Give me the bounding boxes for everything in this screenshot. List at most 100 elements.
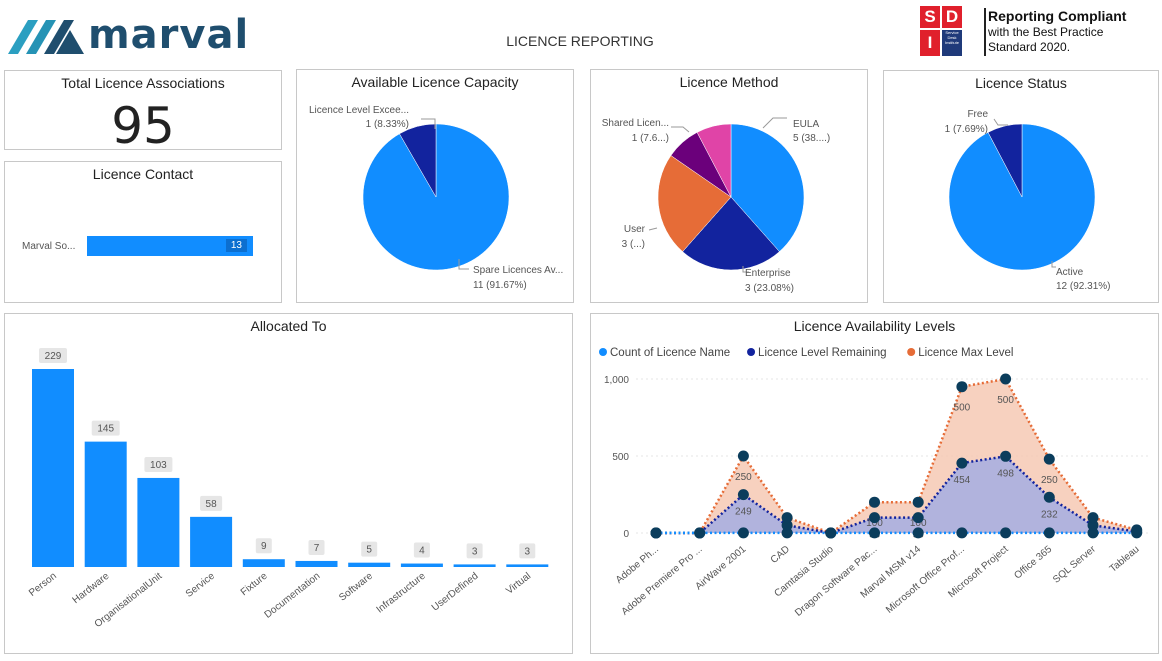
marker-s2-2[interactable] (737, 450, 749, 462)
marker-s0-6[interactable] (912, 527, 924, 539)
allocated-label-bg-7 (413, 542, 430, 558)
marker-s0-8[interactable] (1000, 527, 1012, 539)
capacity-leader-1 (421, 118, 436, 129)
method-title: Licence Method (679, 74, 779, 90)
allocated-bar-chart: 229Person145Hardware103OrganisationalUni… (27, 348, 549, 630)
contact-label: Marval So... (22, 241, 76, 252)
method-label-shared: Shared Licen... (602, 118, 669, 129)
method-label-user: User (624, 224, 646, 235)
status-leader-active (1051, 261, 1056, 268)
marker-s1-5[interactable] (869, 512, 880, 524)
sdi-letter-d: D (942, 6, 962, 28)
data-label-10: 250 (1041, 475, 1058, 486)
marker-s1-3[interactable] (781, 519, 793, 531)
marker-s1-7[interactable] (956, 457, 968, 469)
sdi-badge: S D I Service Desk Institute Reporting C… (920, 6, 1160, 58)
method-value-shared: 1 (7.6...) (632, 133, 669, 144)
allocated-label-bg-9 (519, 543, 536, 559)
capacity-label-spare: Spare Licences Av... (473, 265, 563, 276)
allocated-bar-4[interactable] (242, 559, 285, 567)
allocated-label-bg-6 (361, 541, 378, 557)
method-pie: EULA 5 (38....) Shared Licen... 1 (7.6..… (602, 117, 830, 294)
allocated-value-label-4: 9 (261, 541, 267, 552)
x-category-label-11: Tableau (1108, 544, 1142, 575)
data-label-6: 500 (954, 403, 971, 414)
allocated-card: Allocated To 229 Person 145 Hardware 103 Orga… (4, 313, 573, 654)
data-label-11: 232 (1041, 509, 1058, 520)
legend-label-1[interactable]: Licence Level Remaining (758, 347, 887, 359)
marker-s2-5[interactable] (869, 496, 880, 508)
allocated-label-bg-4 (255, 538, 272, 554)
page-title: LICENCE REPORTING (506, 33, 654, 49)
marker-s1-6[interactable] (912, 512, 924, 524)
status-slice-1[interactable] (987, 123, 1023, 198)
sdi-line-1: Reporting Compliant (988, 8, 1127, 24)
marker-s0-9[interactable] (1043, 527, 1055, 539)
line-max-level (656, 377, 1138, 535)
marker-s2-7[interactable] (956, 381, 968, 393)
marker-s1-9[interactable] (1043, 491, 1055, 503)
allocated-value-label-6: 5 (366, 545, 372, 556)
y-tick-1: 500 (612, 452, 629, 463)
marker-s2-11[interactable] (1131, 524, 1143, 536)
capacity-value-exceeded: 1 (8.33%) (366, 119, 409, 130)
sdi-letter-s: S (920, 6, 940, 28)
x-category-label-3: CAD (769, 544, 792, 566)
method-slice-1[interactable] (682, 196, 780, 271)
status-slice-0[interactable] (948, 123, 1096, 271)
legend-dot-0 (599, 348, 607, 356)
marker-s2-0[interactable] (650, 527, 662, 539)
contact-bar[interactable] (87, 236, 253, 256)
marker-s2-4[interactable] (825, 527, 837, 539)
allocated-value-label-5: 7 (314, 543, 320, 554)
marker-s1-8[interactable] (1000, 450, 1012, 462)
marval-logo: marval (8, 12, 258, 58)
sdi-small-text: Service Desk Institute (942, 30, 962, 56)
legend-label-2[interactable]: Licence Max Level (918, 347, 1013, 359)
method-value-eula: 5 (38....) (793, 133, 830, 144)
data-label-7: 454 (954, 475, 971, 486)
allocated-bar-3[interactable] (190, 516, 233, 567)
status-pie: Free 1 (7.69%) Active 12 (92.31%) (945, 109, 1111, 292)
marker-s2-1[interactable] (694, 527, 706, 539)
allocated-bar-0[interactable] (32, 369, 74, 567)
marker-s2-3[interactable] (781, 512, 793, 524)
allocated-label-bg-0 (39, 348, 67, 363)
marker-s0-5[interactable] (869, 527, 880, 539)
allocated-bar-9[interactable] (506, 564, 549, 567)
allocated-category-label-1: Hardware (71, 570, 112, 606)
allocated-bar-8[interactable] (453, 564, 496, 567)
marker-s0-10[interactable] (1087, 527, 1099, 539)
capacity-slice-1[interactable] (399, 123, 437, 198)
marker-s2-9[interactable] (1043, 453, 1055, 465)
allocated-bar-1[interactable] (84, 441, 127, 567)
method-slice-2[interactable] (657, 155, 732, 252)
allocated-bar-6[interactable] (348, 562, 391, 567)
capacity-leader-2 (458, 259, 469, 270)
x-category-label-10: SQL Server (1051, 543, 1098, 585)
marker-s2-6[interactable] (912, 496, 924, 508)
data-label-4: 100 (910, 518, 927, 529)
marker-s1-2[interactable] (737, 489, 749, 501)
allocated-category-label-4: Fixture (239, 570, 270, 598)
marker-s1-10[interactable] (1087, 519, 1099, 531)
allocated-value-label-0: 229 (45, 351, 62, 362)
data-label-8: 500 (997, 395, 1014, 406)
x-category-label-9: Office 365 (1012, 544, 1054, 582)
x-category-label-7: Microsoft Office Prof... (884, 544, 967, 616)
method-slice-4[interactable] (696, 123, 732, 198)
marker-s0-3[interactable] (781, 527, 793, 539)
allocated-category-label-5: Documentation (263, 571, 323, 621)
contact-bar-track: 13 (87, 236, 253, 256)
marker-s2-10[interactable] (1087, 512, 1099, 524)
method-slice-0[interactable] (730, 123, 805, 252)
legend-label-0[interactable]: Count of Licence Name (610, 347, 730, 359)
allocated-bar-7[interactable] (400, 563, 443, 567)
allocated-bar-2[interactable] (137, 477, 180, 567)
method-value-user: 3 (...) (622, 239, 645, 250)
marker-s2-8[interactable] (1000, 373, 1012, 385)
allocated-category-label-7: Infrastructure (375, 570, 429, 615)
marker-s0-7[interactable] (956, 527, 968, 539)
allocated-bar-5[interactable] (295, 560, 338, 567)
marker-s0-2[interactable] (737, 527, 749, 539)
